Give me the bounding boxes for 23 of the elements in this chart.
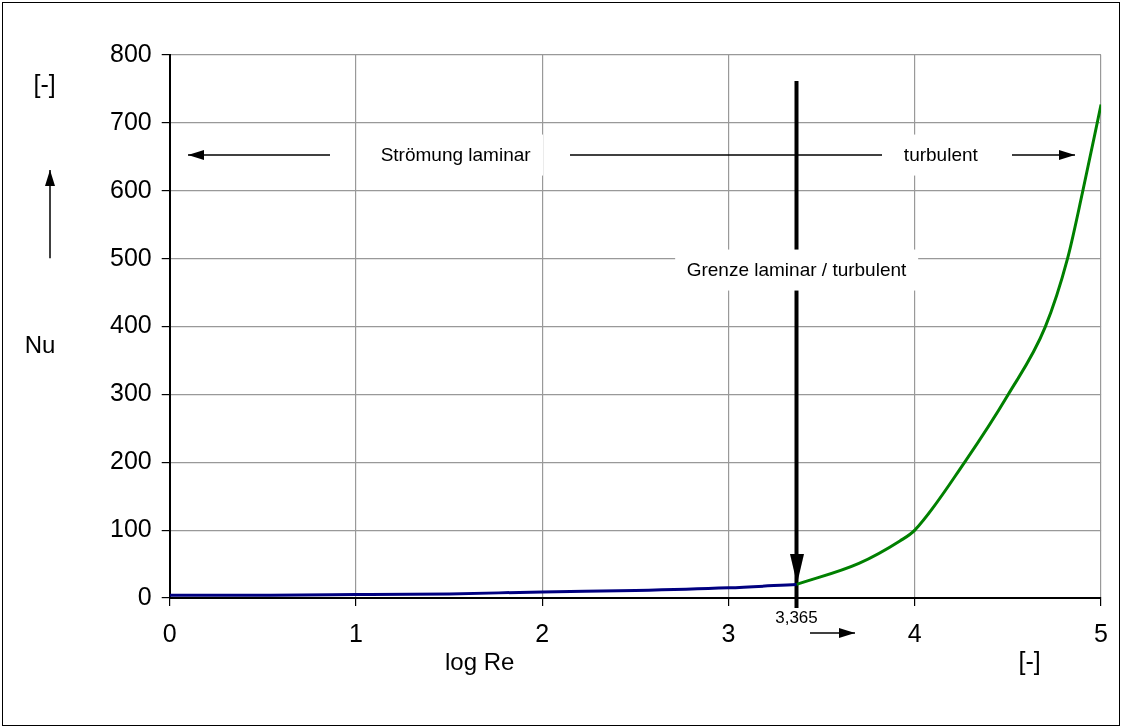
x-tick-label: 3 — [721, 618, 736, 647]
text: [-] — [1018, 647, 1041, 676]
annotation: Grenze laminar / turbulent — [674, 249, 919, 291]
x-tick-label: 0 — [162, 618, 177, 647]
x-tick-label: 4 — [907, 618, 922, 647]
x-tick-label: 5 — [1094, 618, 1108, 647]
y-tick-label: 300 — [109, 378, 152, 407]
y-tick-label: 400 — [109, 310, 152, 339]
ref-line-label: 3,365 — [775, 608, 818, 628]
y-tick-label: 0 — [137, 581, 152, 610]
annotation: Strömung laminar — [368, 135, 543, 176]
y-axis-title: Nu — [24, 330, 56, 359]
x-tick-label: 2 — [535, 618, 550, 647]
y-tick-label: 700 — [109, 106, 152, 135]
x-tick-label: 1 — [349, 618, 363, 647]
y-tick-label: 800 — [109, 38, 152, 67]
y-tick-label: 600 — [109, 174, 152, 203]
y-tick-label: 100 — [109, 514, 152, 543]
text: [-] — [33, 70, 56, 99]
annotation: turbulent — [891, 135, 990, 176]
x-axis-title: log Re — [445, 648, 515, 676]
y-tick-label: 200 — [109, 446, 152, 475]
y-tick-label: 500 — [109, 242, 152, 271]
